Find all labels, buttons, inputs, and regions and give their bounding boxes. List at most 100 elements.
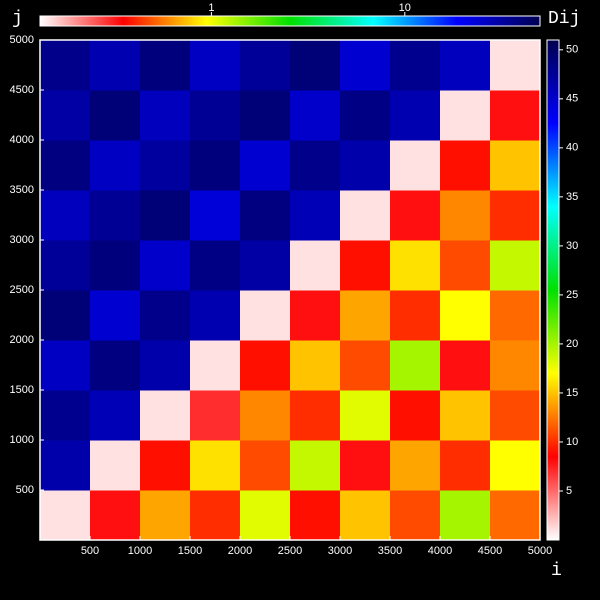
heatmap-cell [140,440,191,491]
heatmap-cell [240,290,291,341]
x-tick-label: 500 [81,545,99,557]
heatmap-cell [440,490,491,541]
x-tick-label: 2000 [228,545,252,557]
colorbar-label: Dij [548,9,580,29]
heatmap-cell [390,440,441,491]
colorbar-tick-label: 40 [566,142,578,154]
heatmap-cell [140,190,191,241]
heatmap-cell [40,490,91,541]
colorbar-tick-label: 50 [566,44,578,56]
heatmap-cell [190,140,241,191]
heatmap-cell [390,140,441,191]
right-colorbar [546,39,560,541]
heatmap-cell [140,90,191,141]
heatmap-cell [40,340,91,391]
x-tick-label: 2500 [278,545,302,557]
heatmap-cell [190,440,241,491]
heatmap-cell [240,490,291,541]
heatmap-cell [90,140,141,191]
heatmap-cell [290,290,341,341]
heatmap-cell [490,340,541,391]
colorbar-tick-label: 5 [566,485,572,497]
heatmap-cell [340,490,391,541]
heatmap-cell [390,40,441,91]
y-tick-label: 2500 [10,284,34,296]
heatmap-cell [240,440,291,491]
heatmap-cell [390,90,441,141]
x-tick-label: 1500 [178,545,202,557]
heatmap-cell [440,140,491,191]
heatmap-cell [190,240,241,291]
heatmap-cell [340,440,391,491]
heatmap-cell [240,140,291,191]
x-tick-label: 4500 [478,545,502,557]
heatmap-cell [290,90,341,141]
heatmap-cell [440,340,491,391]
heatmap-cell [340,90,391,141]
heatmap-cell [190,290,241,341]
top-colorbar [39,15,541,27]
heatmap-cell [290,190,341,241]
heatmap-cell [490,390,541,441]
heatmap-cell [190,40,241,91]
heatmap-cell [90,340,141,391]
colorbar-tick-label: 25 [566,289,578,301]
heatmap-cell [90,90,141,141]
x-tick-label: 3000 [328,545,352,557]
heatmap-cell [40,190,91,241]
colorbar-tick-label: 10 [566,436,578,448]
heatmap-cell [490,290,541,341]
heatmap-cell [490,90,541,141]
heatmap-cell [40,240,91,291]
colorbar-tick-label: 30 [566,240,578,252]
y-tick-label: 5000 [10,34,34,46]
colorbar-tick-label: 1 [208,2,214,14]
heatmap-cell [190,90,241,141]
heatmap-cell [240,240,291,291]
heatmap-cell [240,90,291,141]
heatmap-cell [440,240,491,291]
heatmap-cell [490,140,541,191]
x-tick-label: 4000 [428,545,452,557]
heatmap-cell [40,40,91,91]
heatmap-cell [340,390,391,441]
heatmap-cell [40,390,91,441]
heatmap-cell [190,190,241,241]
x-tick-label: 5000 [528,545,552,557]
heatmap-cell [290,340,341,391]
heatmap-cell [440,390,491,441]
heatmap-cell [340,290,391,341]
heatmap-cell [390,190,441,241]
heatmap-cell [390,340,441,391]
y-axis-label: j [12,9,23,29]
heatmap-cell [190,390,241,441]
colorbar-tick-label: 45 [566,93,578,105]
heatmap [40,40,541,541]
heatmap-cell [90,40,141,91]
heatmap-cell [340,240,391,291]
heatmap-cell [90,490,141,541]
x-tick-label: 3500 [378,545,402,557]
heatmap-cell [440,190,491,241]
colorbar-tick-label: 15 [566,387,578,399]
heatmap-cell [340,40,391,91]
heatmap-cell [140,140,191,191]
heatmap-cell [290,390,341,441]
heatmap-cell [90,440,141,491]
heatmap-cell [140,340,191,391]
heatmap-cell [240,390,291,441]
heatmap-cell [90,190,141,241]
heatmap-cell [290,240,341,291]
y-tick-label: 1000 [10,434,34,446]
heatmap-cell [490,40,541,91]
x-tick-label: 1000 [128,545,152,557]
heatmap-cell [390,240,441,291]
heatmap-cell [240,340,291,391]
y-tick-label: 1500 [10,384,34,396]
heatmap-cell [240,40,291,91]
heatmap-cell [140,40,191,91]
colorbar-tick-label: 20 [566,338,578,350]
heatmap-cell [490,240,541,291]
heatmap-cell [290,140,341,191]
